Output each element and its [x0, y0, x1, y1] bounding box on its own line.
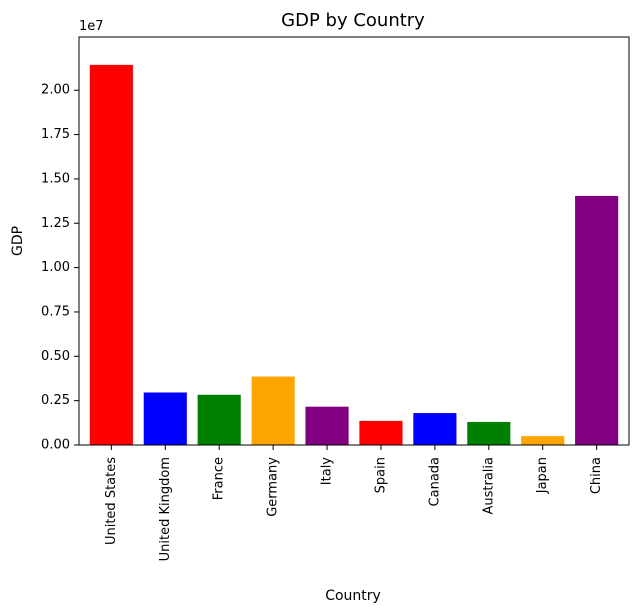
x-tick-label: Germany — [266, 457, 281, 517]
y-tick-label: 0.00 — [41, 438, 70, 453]
x-tick-label: United States — [104, 457, 119, 545]
y-tick-label: 0.50 — [41, 349, 70, 364]
y-tick-label: 0.25 — [41, 393, 70, 408]
y-tick-label: 1.75 — [41, 127, 70, 142]
bar-united-kingdom — [143, 392, 187, 445]
bar-japan — [521, 436, 565, 445]
bar-germany — [251, 376, 295, 445]
x-tick-label: Canada — [427, 457, 442, 506]
x-tick-label: China — [589, 457, 604, 494]
y-axis-ticks: 0.00 0.25 0.50 0.75 1.00 1.25 1.50 1.75 2.00 — [41, 83, 79, 453]
y-axis-offset-text: 1e7 — [79, 19, 104, 34]
x-tick-label: Japan — [535, 457, 550, 494]
plot-frame — [78, 36, 630, 446]
bars-group — [89, 64, 619, 445]
y-tick-label: 1.00 — [41, 260, 70, 275]
y-tick-label: 1.25 — [41, 216, 70, 231]
x-tick-label: Italy — [320, 457, 335, 486]
y-axis-title: GDP — [10, 226, 26, 256]
x-axis-ticks: United States United Kingdom France Germany… — [104, 445, 604, 561]
chart-title: GDP by Country — [281, 10, 425, 31]
y-tick-label: 1.50 — [41, 171, 70, 186]
x-tick-label: United Kingdom — [158, 457, 173, 561]
x-tick-label: Australia — [481, 457, 496, 515]
bar-australia — [467, 421, 511, 445]
x-tick-label: Spain — [373, 457, 388, 493]
bar-china — [575, 195, 619, 445]
x-axis-title: Country — [325, 588, 381, 604]
bar-france — [197, 394, 241, 445]
x-tick-label: France — [212, 457, 227, 500]
bar-canada — [413, 413, 457, 445]
bar-spain — [359, 420, 403, 445]
bar-united-states — [89, 64, 133, 445]
y-tick-label: 2.00 — [41, 83, 70, 98]
y-tick-label: 0.75 — [41, 304, 70, 319]
bar-italy — [305, 406, 349, 445]
